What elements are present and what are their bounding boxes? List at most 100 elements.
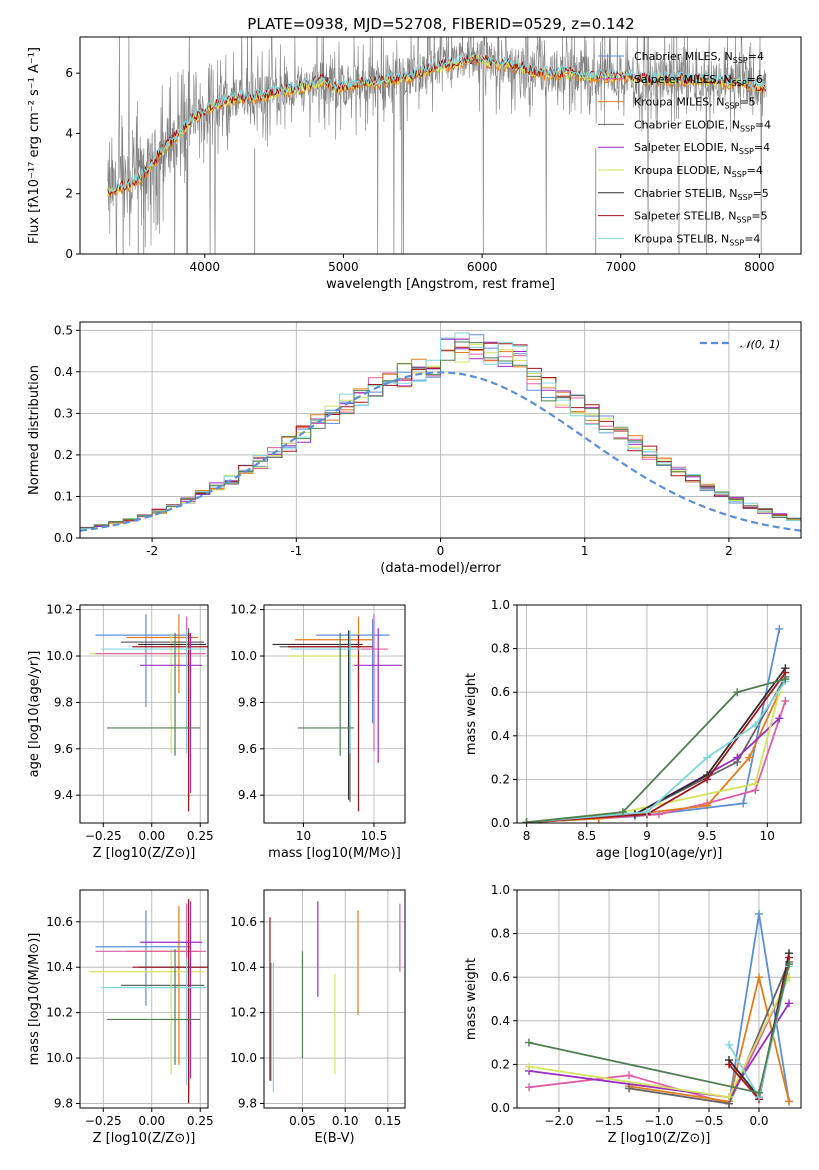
residual-histogram <box>80 341 801 529</box>
axes-frame <box>516 604 802 824</box>
y-tick-label: 10.0 <box>46 649 73 663</box>
legend-subscript: SSP <box>732 79 747 88</box>
y-tick-label: 0.4 <box>491 729 510 743</box>
weight-vs-age-panel: 8 8.5 9 9.5 10 0.0 0.2 0.4 0.6 0.8 1.0 age [log10(a… <box>464 598 802 861</box>
x-tick-label: −2.0 <box>544 1114 573 1128</box>
x-tick-label: 0.00 <box>138 829 165 843</box>
legend-entry: Salpeter MILES, NSSP=6 <box>634 73 763 88</box>
x-tick-label: 0.10 <box>332 1114 359 1128</box>
y-tick-label: 2 <box>65 187 73 201</box>
y-tick-label: 10.2 <box>230 603 257 617</box>
mass-vs-metallicity-panel: −0.25 0.00 0.25 9.8 10.0 10.2 10.4 10.6 Z [log10… <box>27 889 214 1146</box>
weight-marker <box>703 801 712 810</box>
legend-count: =4 <box>755 118 771 131</box>
weight-marker <box>625 1084 633 1093</box>
x-tick-label: 1 <box>581 544 589 558</box>
y-tick-label: 0.4 <box>491 1014 510 1028</box>
y-tick-label: 10.0 <box>230 1051 257 1065</box>
x-axis-label: Z [log10(Z/Z⊙)] <box>608 1131 711 1146</box>
axes-frame <box>263 604 406 824</box>
legend-subscript: SSP <box>740 124 755 133</box>
spectrum-panel: Chabrier MILES, NSSP=4 Salpeter MILES, NS… <box>27 36 802 292</box>
x-tick-label: 0.25 <box>187 829 214 843</box>
x-tick-label: −1.5 <box>594 1114 623 1128</box>
y-tick-label: 10.2 <box>230 1006 257 1020</box>
weight-marker <box>525 1062 533 1071</box>
weight-marker <box>755 973 763 982</box>
legend-entry: Kroupa STELIB, NSSP=4 <box>634 232 760 247</box>
weight-marker <box>751 779 760 788</box>
y-tick-label: 9.8 <box>54 695 73 709</box>
y-tick-label: 0.2 <box>491 772 510 786</box>
y-tick-label: 9.8 <box>238 1096 257 1110</box>
axes-frame <box>79 889 209 1109</box>
y-tick-label: 6 <box>65 66 73 80</box>
x-tick-label: −0.25 <box>85 829 122 843</box>
weight-marker <box>785 1097 793 1106</box>
axes-frame <box>263 889 406 1109</box>
x-axis-label: E(B-V) <box>314 1131 354 1146</box>
y-tick-label: 0.1 <box>54 489 73 503</box>
x-tick-label: -1 <box>290 544 302 558</box>
figure-title: PLATE=0938, MJD=52708, FIBERID=0529, z=0… <box>247 15 634 33</box>
weight-marker <box>755 909 763 918</box>
weight-marker <box>733 688 742 697</box>
weight-marker <box>785 999 793 1008</box>
y-tick-label: 0.0 <box>491 816 510 830</box>
residual-histogram <box>80 332 801 529</box>
y-axis-label: Flux [fλ10⁻¹⁷ erg cm⁻² s⁻¹ A⁻¹] <box>27 47 42 244</box>
mass-vs-ebv-panel: 0.05 0.10 0.15 9.8 10.0 10.2 10.4 10.6 E(B-V) <box>230 889 406 1146</box>
weight-marker <box>775 624 784 633</box>
y-tick-label: 10.6 <box>230 915 257 929</box>
legend-entry: Chabrier STELIB, NSSP=5 <box>634 187 769 202</box>
observed-spectrum <box>107 37 767 254</box>
y-tick-label: 9.6 <box>238 742 257 756</box>
weight-marker <box>703 775 712 784</box>
weight-marker <box>733 753 742 762</box>
plot-area <box>80 332 801 532</box>
legend-count: =6 <box>747 73 763 86</box>
plot-area <box>269 901 401 1093</box>
plot-area <box>525 909 793 1108</box>
weight-marker <box>745 753 754 762</box>
legend-subscript: SSP <box>739 147 754 156</box>
legend-subscript: SSP <box>733 56 748 65</box>
x-tick-label: 9.5 <box>698 829 717 843</box>
normal-curve <box>80 371 801 532</box>
legend-subscript: SSP <box>736 216 751 225</box>
y-tick-label: 1.0 <box>491 598 510 612</box>
model-spectrum <box>107 52 766 194</box>
x-tick-label: 10 <box>296 829 311 843</box>
x-axis-label: Z [log10(Z/Z⊙)] <box>93 1131 196 1146</box>
age-vs-mass-panel: 10 10.5 9.4 9.6 9.8 10.0 10.2 mass [log10(M/M⊙)… <box>230 603 406 861</box>
x-tick-label: 6000 <box>467 260 498 274</box>
y-axis-label: age [log10(age/yr)] <box>27 651 42 778</box>
y-tick-label: 10.4 <box>230 960 257 974</box>
x-axis-label: wavelength [Angstrom, rest frame] <box>326 277 555 292</box>
plot-area <box>89 614 208 812</box>
x-tick-label: 8000 <box>744 260 775 274</box>
plot-area <box>272 614 403 812</box>
y-axis-label: mass [log10(M/M⊙)] <box>27 933 42 1066</box>
y-tick-label: 0.8 <box>491 642 510 656</box>
weight-marker <box>725 1060 733 1069</box>
x-axis-label: (data-model)/error <box>380 561 501 576</box>
legend-subscript: SSP <box>729 238 744 247</box>
y-tick-label: 0.0 <box>491 1101 510 1115</box>
x-tick-label: 0.15 <box>375 1114 402 1128</box>
x-axis-label: mass [log10(M/M⊙)] <box>268 846 401 861</box>
x-tick-label: −0.25 <box>85 1114 122 1128</box>
y-tick-label: 9.8 <box>238 695 257 709</box>
plot-area <box>89 899 208 1104</box>
weight-marker <box>725 1040 733 1049</box>
y-tick-label: 10.0 <box>46 1051 73 1065</box>
y-tick-label: 0 <box>65 247 73 261</box>
y-tick-label: 0.2 <box>54 448 73 462</box>
y-tick-label: 0.3 <box>54 406 73 420</box>
weight-marker <box>522 818 531 823</box>
weight-vs-metallicity-panel: −2.0 −1.5 −1.0 −0.5 0.0 0.0 0.2 0.4 0.6 0.8 1.0 Z [… <box>464 883 802 1146</box>
legend-count: =4 <box>748 50 764 63</box>
plot-area <box>107 37 767 254</box>
legend-subscript: SSP <box>732 170 747 179</box>
y-tick-label: 0.2 <box>491 1057 510 1071</box>
